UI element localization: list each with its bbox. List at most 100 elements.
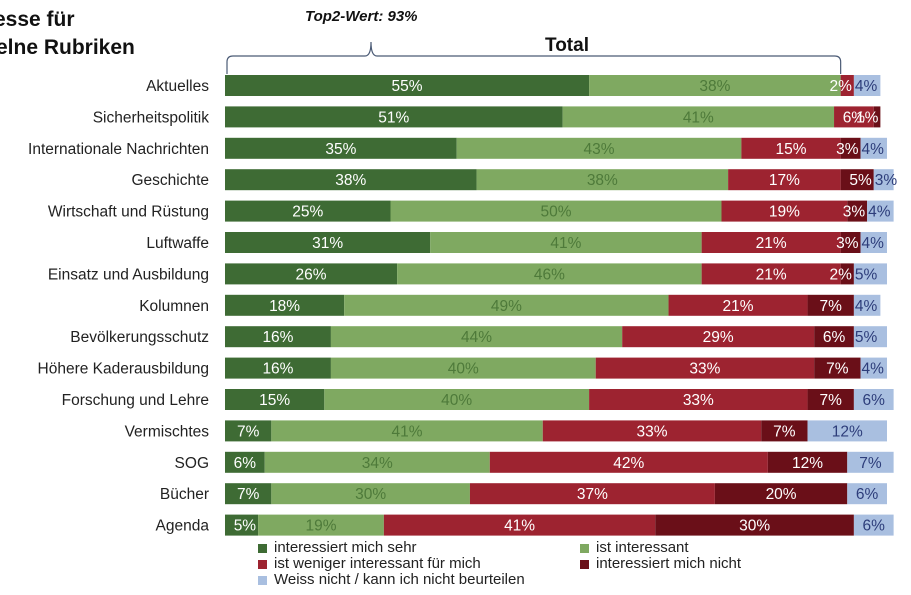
data-label-interessant: 38% bbox=[587, 172, 618, 189]
bar-interessant bbox=[324, 389, 590, 410]
bar-sehr bbox=[225, 294, 345, 316]
data-label-weniger: 19% bbox=[769, 204, 800, 221]
bar-sehr bbox=[225, 232, 431, 253]
legend-swatch-sehr bbox=[258, 543, 267, 553]
bar-nicht bbox=[814, 326, 854, 348]
data-label-nicht: 20% bbox=[766, 486, 797, 503]
category-label: Bücher bbox=[160, 486, 209, 503]
legend-label-weissnicht: Weiss nicht / kann ich nicht beurteilen bbox=[274, 571, 525, 588]
data-label-interessant: 44% bbox=[461, 329, 492, 346]
data-label-interessant: 30% bbox=[355, 486, 386, 503]
data-label-sehr: 5% bbox=[234, 518, 257, 535]
bar-sehr bbox=[225, 200, 391, 222]
data-label-weniger: 17% bbox=[769, 172, 800, 189]
data-label-sehr: 7% bbox=[237, 486, 260, 503]
data-label-interessant: 41% bbox=[683, 109, 714, 126]
data-label-sehr: 31% bbox=[312, 235, 343, 252]
data-label-interessant: 19% bbox=[305, 518, 336, 535]
bar-sehr bbox=[225, 75, 590, 96]
legend-label-nicht: interessiert mich nicht bbox=[596, 555, 742, 572]
data-label-weniger: 42% bbox=[613, 455, 644, 472]
data-label-interessant: 46% bbox=[534, 266, 565, 283]
bar-nicht bbox=[814, 357, 861, 379]
category-label: Aktuelles bbox=[146, 78, 209, 95]
data-label-sehr: 26% bbox=[296, 266, 327, 283]
bar-nicht bbox=[807, 294, 854, 316]
data-label-interessant: 38% bbox=[699, 78, 730, 95]
data-label-weissnicht: 3% bbox=[875, 172, 898, 189]
bar-interessant bbox=[430, 232, 702, 253]
category-label: Sicherheitspolitik bbox=[93, 109, 210, 126]
data-label-weniger: 41% bbox=[504, 518, 535, 535]
legend-swatch-weniger bbox=[258, 559, 267, 569]
data-label-weniger: 6% bbox=[843, 109, 866, 126]
data-label-weissnicht: 5% bbox=[855, 329, 878, 346]
data-label-weniger: 37% bbox=[577, 486, 608, 503]
bar-weniger bbox=[622, 326, 815, 348]
data-label-weniger: 15% bbox=[775, 141, 806, 158]
bar-weissnicht bbox=[853, 263, 887, 285]
data-label-nicht: 7% bbox=[820, 392, 843, 409]
legend-swatch-weissnicht bbox=[258, 575, 267, 585]
bar-sehr bbox=[225, 389, 325, 410]
bar-sehr bbox=[225, 137, 457, 159]
bar-weniger bbox=[834, 106, 874, 128]
bar-weniger bbox=[741, 137, 841, 159]
data-label-weissnicht: 12% bbox=[832, 423, 863, 440]
bar-weniger bbox=[469, 483, 715, 505]
data-label-sehr: 18% bbox=[269, 298, 300, 315]
bar-nicht bbox=[807, 389, 854, 410]
top2-bracket bbox=[226, 41, 842, 74]
bar-weissnicht bbox=[853, 294, 881, 316]
data-label-weniger: 21% bbox=[723, 298, 754, 315]
data-label-weissnicht: 7% bbox=[859, 455, 882, 472]
bar-weissnicht bbox=[867, 200, 894, 222]
legend-swatch-nicht bbox=[580, 559, 589, 569]
data-label-sehr: 15% bbox=[259, 392, 290, 409]
bar-interessant bbox=[264, 451, 490, 473]
bar-weissnicht bbox=[853, 326, 887, 348]
chart-title: esse für elne Rubriken bbox=[0, 6, 135, 62]
data-label-weissnicht: 5% bbox=[855, 266, 878, 283]
bar-weissnicht bbox=[860, 232, 887, 253]
title-line-2: elne Rubriken bbox=[0, 36, 135, 59]
bar-weissnicht bbox=[853, 75, 881, 96]
legend-item-nicht: interessiert mich nicht bbox=[580, 556, 741, 572]
legend-label-interessant: ist interessant bbox=[596, 539, 689, 556]
bar-nicht bbox=[873, 106, 881, 128]
data-label-weniger: 2% bbox=[829, 78, 852, 95]
bar-weniger bbox=[721, 200, 848, 222]
bar-sehr bbox=[225, 451, 265, 473]
data-label-nicht: 30% bbox=[739, 518, 770, 535]
data-label-sehr: 25% bbox=[292, 204, 323, 221]
bar-weniger bbox=[668, 294, 808, 316]
bar-weissnicht bbox=[847, 451, 894, 473]
bar-nicht bbox=[840, 263, 854, 285]
data-label-sehr: 16% bbox=[262, 329, 293, 346]
data-label-nicht: 6% bbox=[823, 329, 846, 346]
bar-sehr bbox=[225, 420, 272, 442]
data-label-weniger: 29% bbox=[703, 329, 734, 346]
legend-swatch-interessant bbox=[580, 543, 589, 553]
bar-weissnicht bbox=[853, 514, 894, 536]
data-label-nicht: 1% bbox=[856, 109, 879, 126]
legend-item-interessant: ist interessant bbox=[580, 540, 689, 556]
data-label-interessant: 50% bbox=[540, 204, 571, 221]
data-label-interessant: 43% bbox=[584, 141, 615, 158]
bar-weniger bbox=[589, 389, 808, 410]
data-label-weniger: 21% bbox=[756, 235, 787, 252]
data-label-sehr: 6% bbox=[234, 455, 257, 472]
category-label: Forschung und Lehre bbox=[62, 392, 209, 409]
data-label-nicht: 3% bbox=[836, 235, 859, 252]
bar-sehr bbox=[225, 169, 477, 191]
bar-weniger bbox=[840, 75, 854, 96]
bar-interessant bbox=[476, 169, 729, 191]
legend-label-weniger: ist weniger interessant für mich bbox=[274, 555, 481, 572]
bar-nicht bbox=[761, 420, 808, 442]
data-label-weniger: 21% bbox=[756, 266, 787, 283]
data-label-interessant: 49% bbox=[491, 298, 522, 315]
data-label-weissnicht: 4% bbox=[862, 141, 885, 158]
data-label-nicht: 3% bbox=[836, 141, 859, 158]
bar-interessant bbox=[344, 294, 669, 316]
bar-nicht bbox=[767, 451, 848, 473]
